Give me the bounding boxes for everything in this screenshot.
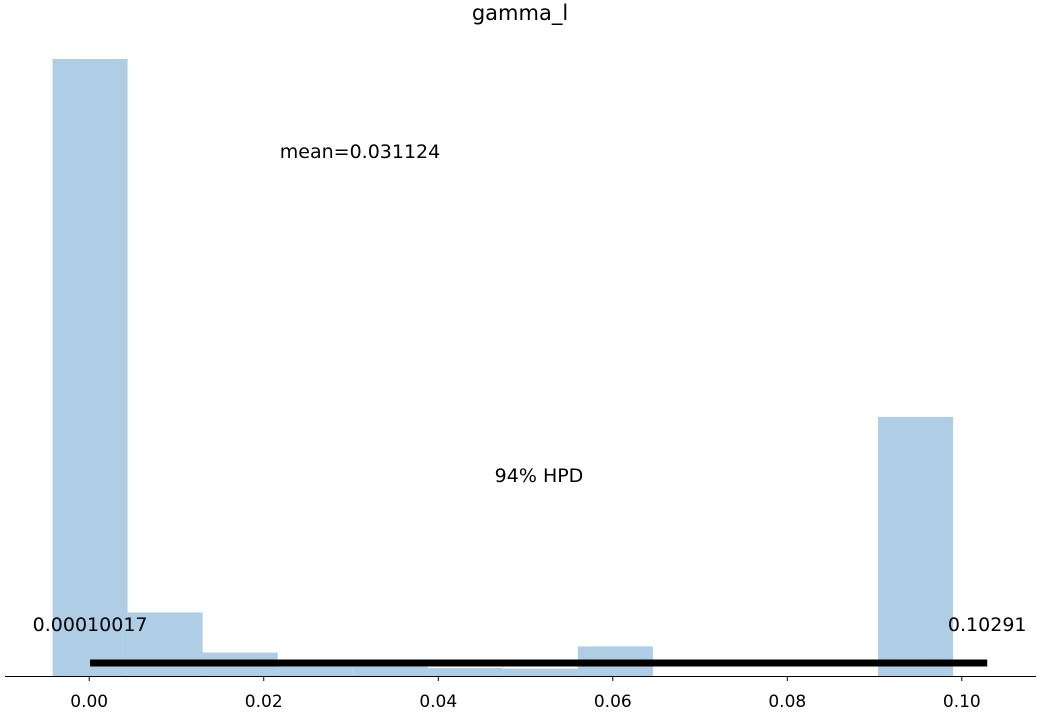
x-tick-label: 0.10 [943,692,981,712]
x-tick-label: 0.06 [594,692,632,712]
hpd-low-label: 0.00010017 [32,614,148,636]
chart-title: gamma_l [471,1,569,25]
histogram-bar [52,59,128,676]
x-tick-label: 0.04 [419,692,457,712]
histogram-bar [277,666,353,676]
hpd-high-label: 0.10291 [947,614,1027,636]
x-tick-label: 0.02 [245,692,283,712]
x-tick-label: 0.00 [70,692,108,712]
histogram-bar [878,416,954,676]
x-axis-ticks: 0.00 0.02 0.04 0.06 0.08 0.10 [70,676,981,712]
histogram-bar [427,667,503,676]
x-tick-label: 0.08 [768,692,806,712]
histogram-bars [52,59,954,676]
histogram-bar [352,666,428,676]
mean-annotation: mean=0.031124 [279,141,441,163]
histogram-bar [502,668,578,676]
hpd-label: 94% HPD [494,465,584,487]
